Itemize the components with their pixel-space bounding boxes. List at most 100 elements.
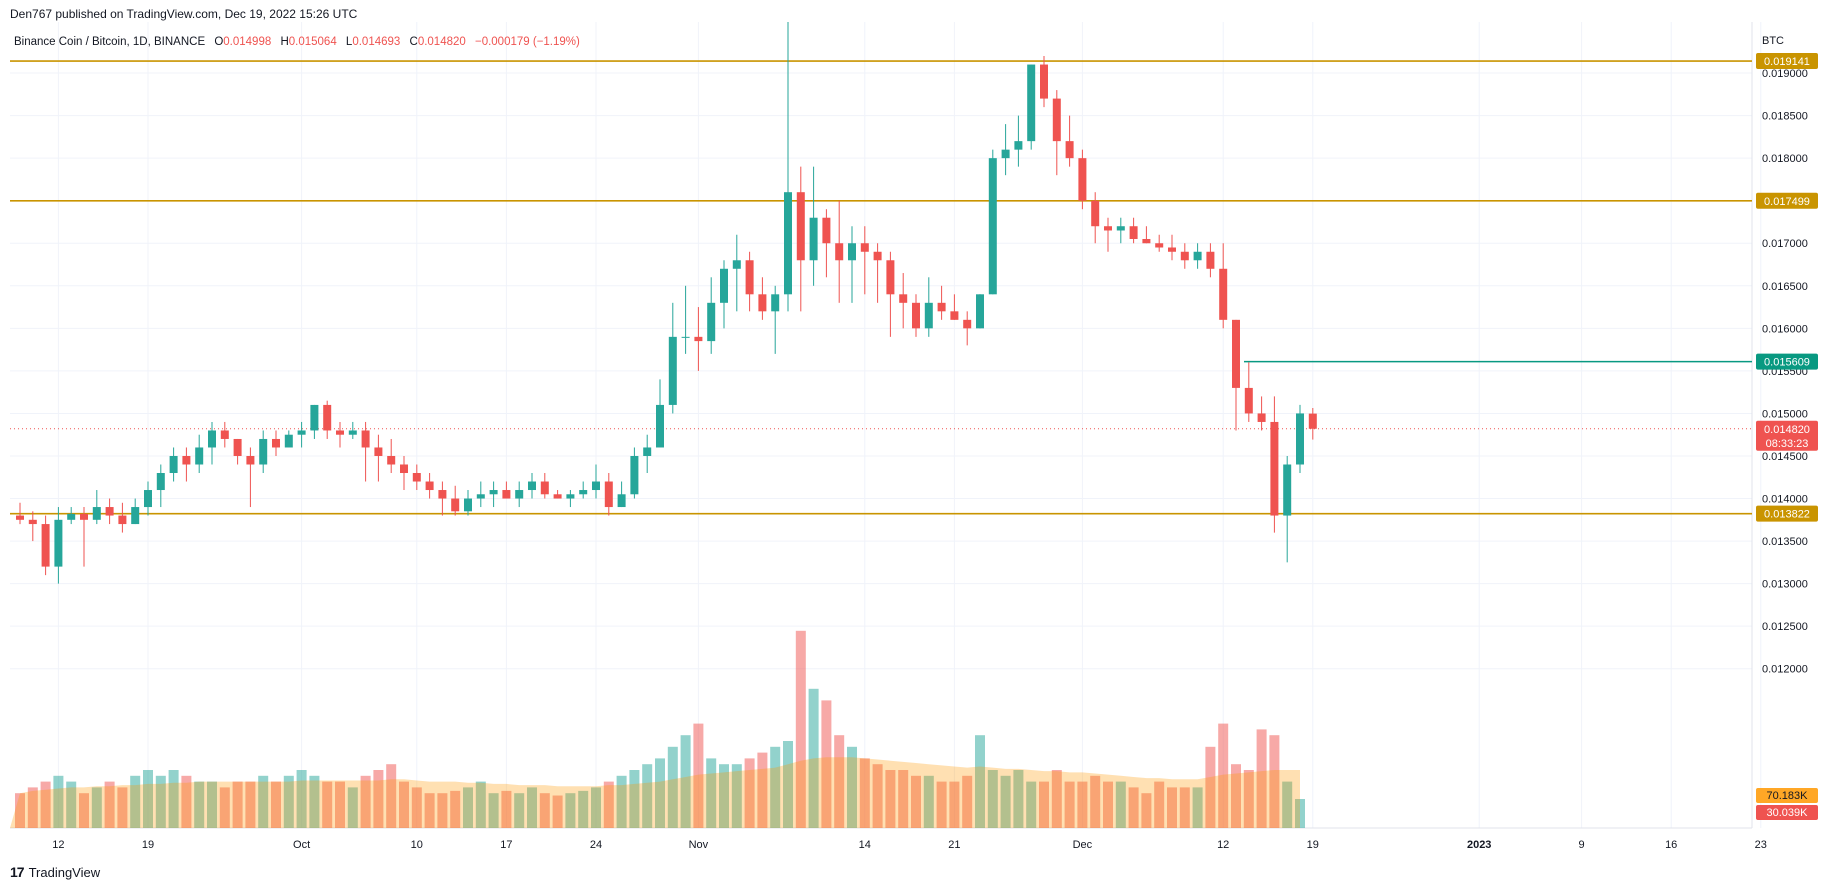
candle: [553, 490, 562, 499]
time-tick-label: Nov: [689, 839, 709, 851]
volume-bar: [1231, 764, 1241, 828]
candle-body: [988, 158, 997, 295]
volume-bar: [936, 781, 947, 828]
candle: [1129, 217, 1138, 244]
legend-high-label: H: [280, 36, 288, 48]
candle: [1091, 192, 1100, 244]
price-tick-label: 0.012000: [1762, 664, 1808, 676]
volume-bar: [514, 793, 525, 828]
candle: [156, 464, 165, 508]
level-badge-support: [1756, 505, 1818, 522]
candle: [169, 447, 178, 482]
volume-bar: [578, 790, 589, 828]
candle-body: [1193, 251, 1202, 261]
candle: [297, 421, 306, 448]
volume-bar: [706, 758, 717, 828]
candle: [873, 243, 882, 303]
candle-body: [720, 268, 728, 303]
candle-body: [336, 430, 344, 435]
candle-body: [182, 455, 191, 465]
candle: [784, 22, 792, 312]
candle-body: [361, 430, 370, 448]
candle-body: [1104, 226, 1112, 231]
legend-text: Binance Coin / Bitcoin, 1D, BINANCE O0.0…: [14, 36, 580, 48]
candle-body: [924, 302, 933, 329]
time-tick-label: 2023: [1467, 839, 1491, 851]
volume-bar: [1243, 770, 1254, 828]
candle-body: [1155, 243, 1164, 248]
volume-bar: [1218, 723, 1229, 828]
candle: [208, 421, 216, 465]
candle: [1296, 404, 1304, 474]
candle: [1308, 407, 1317, 440]
candle: [1014, 115, 1023, 167]
candle: [374, 434, 383, 482]
candle: [118, 502, 127, 533]
legend-low-label: L: [346, 36, 353, 48]
tradingview-logo[interactable]: 17 TradingView: [10, 864, 100, 880]
legend-close: 0.014820: [418, 36, 466, 48]
volume-bar: [744, 758, 755, 828]
candle-body: [118, 515, 127, 525]
candle: [54, 507, 63, 584]
candle-body: [1116, 226, 1125, 231]
volume-bar: [693, 723, 704, 828]
candle-body: [1270, 421, 1279, 516]
candle: [502, 481, 511, 499]
candle-body: [220, 430, 229, 439]
time-tick-label: 24: [590, 839, 602, 851]
level-label-resistance-top: 0.019141: [1764, 56, 1810, 68]
volume-bar: [66, 781, 77, 828]
candle-body: [208, 430, 216, 448]
candle-body: [1027, 64, 1036, 142]
candle: [643, 434, 652, 474]
candle: [425, 473, 434, 499]
candle-body: [1257, 413, 1266, 422]
candle-body: [976, 294, 984, 329]
candle-body: [169, 455, 178, 474]
candle-body: [566, 494, 575, 499]
volume-bar: [117, 787, 128, 828]
candle-body: [92, 507, 101, 520]
candle-body: [105, 507, 114, 516]
candle: [1155, 234, 1164, 252]
candle-body: [16, 515, 24, 520]
candle: [1027, 64, 1036, 150]
volume-bar: [629, 770, 640, 828]
candle: [41, 515, 50, 576]
candle-body: [297, 430, 306, 435]
candle: [1104, 217, 1112, 252]
candle-body: [668, 336, 677, 405]
candle-body: [323, 404, 332, 431]
volume-bar: [181, 775, 192, 828]
candle: [233, 438, 242, 465]
time-tick-label: Dec: [1073, 839, 1093, 851]
candle: [732, 234, 741, 312]
level-badge-resistance-mid: [1756, 192, 1818, 209]
candle-body: [656, 404, 664, 448]
legend-low: 0.014693: [352, 36, 400, 48]
candle: [630, 447, 639, 499]
candle: [28, 511, 37, 542]
volume-bar: [501, 790, 512, 828]
candle-body: [822, 217, 831, 244]
candle-body: [604, 481, 613, 508]
candle-body: [438, 490, 447, 499]
volume-bar: [360, 775, 371, 828]
volume-bar: [885, 770, 896, 828]
candle: [1001, 124, 1010, 176]
candle: [668, 302, 677, 414]
volume-bar: [437, 793, 448, 828]
candle-body: [464, 498, 472, 512]
volume-bar: [1269, 735, 1280, 828]
candle-body: [592, 481, 600, 491]
candle: [1065, 115, 1074, 167]
candle: [720, 260, 728, 329]
candle-body: [886, 260, 895, 295]
volume-bar: [168, 770, 179, 828]
volume-bar: [143, 770, 153, 828]
candle: [976, 294, 984, 329]
candle-body: [758, 294, 767, 312]
volume-bar: [1064, 781, 1075, 828]
